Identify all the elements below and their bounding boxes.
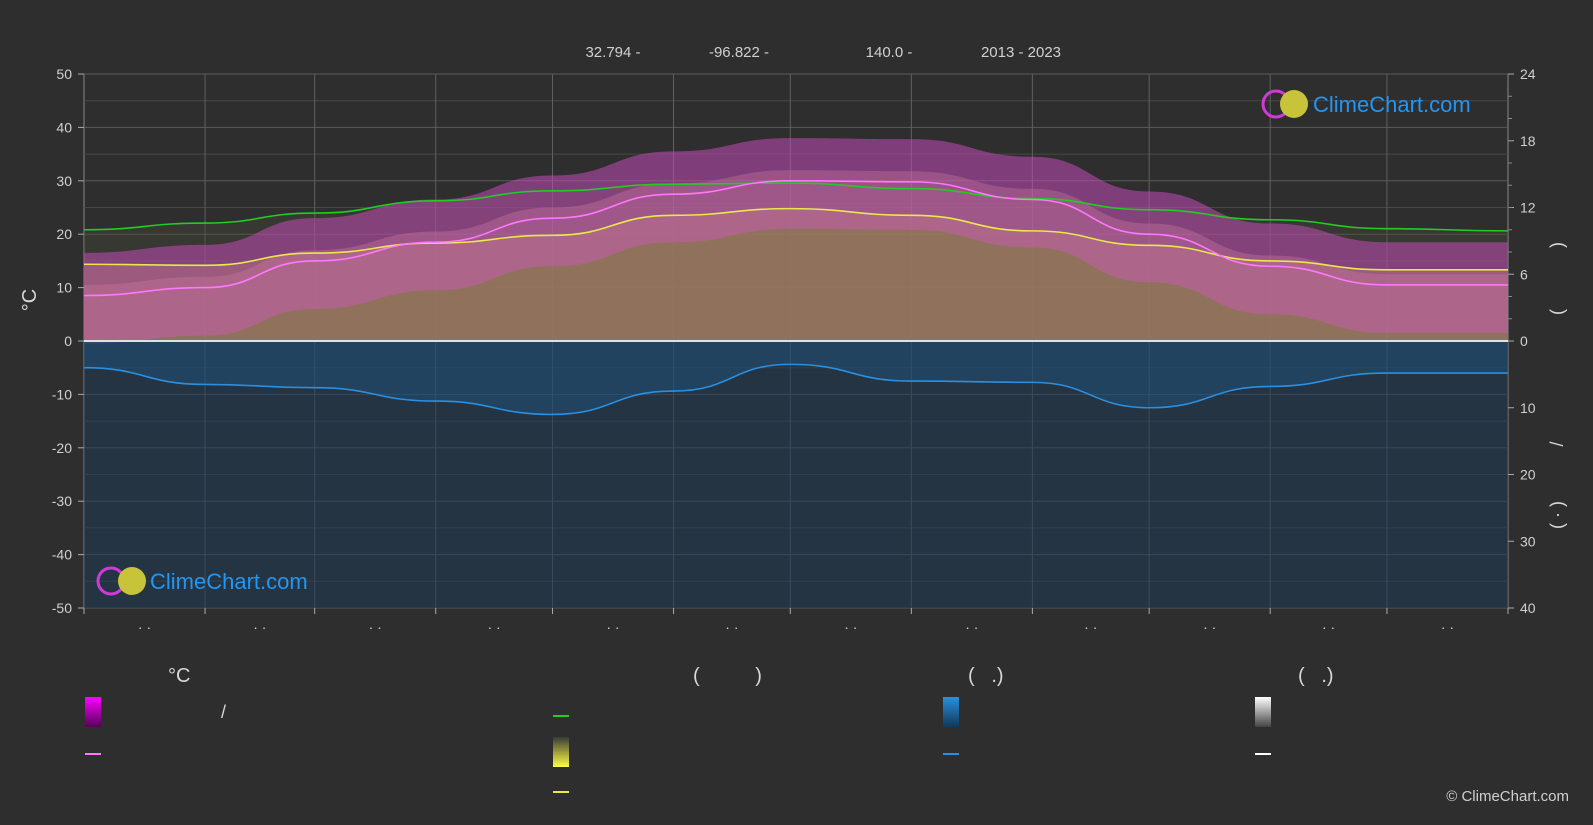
climate-chart: 32.794 - -96.822 - 140.0 - 2013 - 2023 5… <box>19 44 1567 635</box>
y-right-top-tick-label: 18 <box>1520 133 1536 149</box>
legend-temp-avg <box>85 753 201 755</box>
y-right-bottom-tick-label: 30 <box>1520 533 1536 549</box>
legend-swatch-pink <box>85 697 101 727</box>
x-month-label: · · <box>253 619 266 635</box>
logo-top-text: ClimeChart.com <box>1313 92 1471 117</box>
legend-header-snow: ( .) <box>1298 665 1334 687</box>
y-right-top-tick-label: 0 <box>1520 333 1528 349</box>
y-axis-left-label: °C <box>19 289 41 311</box>
precip-area <box>84 341 1508 415</box>
legend-rain-avg <box>943 753 1059 755</box>
precipitation-line <box>84 363 1508 416</box>
daylight-line <box>84 182 1508 232</box>
sunshine-line <box>84 207 1508 271</box>
avg-temperature-line <box>84 179 1508 297</box>
legend-temp-range: / <box>85 697 226 727</box>
y-axis-right-label-bottom-paren: ( · ) <box>1547 501 1567 529</box>
copyright: © ClimeChart.com <box>1446 788 1569 805</box>
legend-header-temperature: °C <box>168 665 191 687</box>
y-left-tick-label: -40 <box>52 547 72 563</box>
y-left-tick-label: 20 <box>56 226 72 242</box>
legend-sunshine-daily <box>553 737 669 767</box>
header-elevation: 140.0 - <box>866 44 913 61</box>
y-left-tick-label: -20 <box>52 440 72 456</box>
y-left-tick-label: -10 <box>52 386 72 402</box>
x-month-label: · · <box>138 619 151 635</box>
precip-background <box>84 341 1508 608</box>
x-month-label: · · <box>844 619 857 635</box>
legend-header-rain: ( .) <box>968 665 1004 687</box>
y-left-tick-label: 0 <box>64 333 72 349</box>
y-right-bottom-tick-label: 40 <box>1520 600 1536 616</box>
logo-sun-icon <box>118 567 146 595</box>
data-areas <box>84 138 1508 608</box>
legend-swatch-blue-line <box>943 753 959 755</box>
logo-bottom-text: ClimeChart.com <box>150 569 308 594</box>
legend-sunshine-avg <box>553 791 669 793</box>
axes: 50 40 30 20 10 0 -10 -20 -30 -40 -50 24 18 12 6 0 10 20 30… <box>52 66 1536 635</box>
legend-temp-range-label: / <box>221 701 227 722</box>
legend-snow-daily <box>1255 697 1371 727</box>
y-left-tick-label: 30 <box>56 173 72 189</box>
data-lines <box>84 179 1508 416</box>
x-month-label: · · <box>606 619 619 635</box>
x-month-label: · · <box>1322 619 1335 635</box>
x-month-label: · · <box>1203 619 1216 635</box>
header-latitude: 32.794 - <box>585 44 640 61</box>
legend-swatch-pink-line <box>85 753 101 755</box>
x-month-label: · · <box>965 619 978 635</box>
legend: °C ( ) ( .) ( .) / <box>0 650 1593 810</box>
legend-swatch-yellow-line <box>553 791 569 793</box>
y-left-tick-label: -30 <box>52 493 72 509</box>
y-right-bottom-tick-label: 20 <box>1520 467 1536 483</box>
y-right-bottom-tick-label: 10 <box>1520 400 1536 416</box>
legend-header-sun: ( ) <box>693 665 762 687</box>
temperature-range-area <box>84 138 1508 344</box>
y-axis-right-label-top-paren: ) <box>1547 242 1567 248</box>
y-right-top-tick-label: 12 <box>1520 200 1536 216</box>
y-right-top-tick-label: 24 <box>1520 66 1536 82</box>
x-month-label: · · <box>1441 619 1454 635</box>
logo-sun-icon <box>1280 90 1308 118</box>
logo-top: ClimeChart.com <box>1261 89 1471 119</box>
y-right-top-tick-label: 6 <box>1520 266 1528 282</box>
header-longitude: -96.822 - <box>709 44 769 61</box>
x-month-label: · · <box>488 619 501 635</box>
temperature-fill-area <box>84 170 1508 341</box>
sunshine-area <box>84 208 1508 341</box>
legend-snow-avg <box>1255 753 1371 755</box>
legend-swatch-green-line <box>553 715 569 717</box>
legend-swatch-blue <box>943 697 959 727</box>
y-left-tick-label: 40 <box>56 119 72 135</box>
legend-swatch-white <box>1255 697 1271 727</box>
logo-bottom: ClimeChart.com <box>96 566 308 596</box>
legend-swatch-white-line <box>1255 753 1271 755</box>
x-month-label: · · <box>369 619 382 635</box>
x-month-label: · · <box>725 619 738 635</box>
x-month-label: · · <box>1084 619 1097 635</box>
y-left-tick-label: 50 <box>56 66 72 82</box>
y-left-tick-label: -50 <box>52 600 72 616</box>
y-axis-right-label-slash: / <box>1547 441 1567 446</box>
legend-swatch-yellow <box>553 737 569 767</box>
y-axis-right-label-mid-paren: ( <box>1547 309 1567 315</box>
y-left-tick-label: 10 <box>56 280 72 296</box>
legend-rain-daily <box>943 697 1059 727</box>
legend-daylight <box>553 715 669 717</box>
header-years: 2013 - 2023 <box>981 44 1061 61</box>
